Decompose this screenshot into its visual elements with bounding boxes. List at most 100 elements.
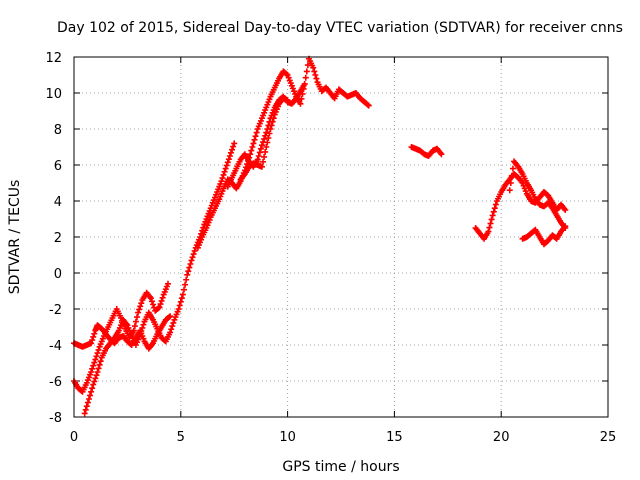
- data-point: [186, 264, 193, 271]
- data-point: [265, 135, 272, 141]
- y-tick-label: -4: [49, 339, 62, 354]
- data-point: [137, 303, 144, 310]
- data-point: [266, 130, 273, 137]
- data-point: [562, 207, 569, 213]
- data-point: [268, 122, 275, 129]
- data-point: [226, 153, 233, 159]
- data-point: [88, 388, 95, 395]
- x-tick-label: 10: [279, 430, 296, 445]
- data-point: [487, 220, 494, 227]
- y-tick-label: 6: [54, 159, 62, 174]
- data-point: [298, 95, 305, 102]
- data-point: [508, 172, 515, 179]
- data-point: [87, 392, 94, 399]
- data-point: [261, 153, 268, 160]
- chart-title: Day 102 of 2015, Sidereal Day-to-day VTE…: [57, 20, 623, 36]
- series-cnns-h: [472, 171, 569, 242]
- y-axis-label: SDTVAR / TECUs: [7, 180, 23, 295]
- data-point: [92, 356, 99, 363]
- data-point: [262, 132, 269, 139]
- data-point: [82, 406, 89, 413]
- data-point: [269, 118, 276, 125]
- y-tick-label: 4: [54, 195, 62, 210]
- data-point: [158, 297, 165, 304]
- data-point: [251, 136, 258, 143]
- series-cnns-j: [519, 223, 569, 248]
- data-point: [168, 326, 175, 333]
- x-tick-label: 20: [493, 430, 510, 445]
- y-tick-label: -6: [49, 375, 62, 390]
- data-point: [257, 145, 264, 152]
- data-point: [225, 156, 232, 163]
- series-cnns-c: [81, 140, 238, 417]
- data-point: [488, 216, 495, 223]
- data-point: [562, 223, 569, 230]
- data-point: [167, 329, 174, 336]
- data-point: [88, 340, 95, 347]
- data-point: [283, 71, 290, 78]
- data-point: [184, 271, 191, 278]
- data-point: [89, 385, 96, 392]
- data-point: [150, 301, 157, 308]
- data-point: [252, 133, 259, 140]
- data-point: [94, 350, 101, 357]
- y-tick-label: 0: [54, 267, 62, 282]
- data-point: [166, 314, 173, 321]
- data-point: [138, 328, 145, 335]
- y-tick-label: 8: [54, 123, 62, 138]
- data-point: [90, 362, 97, 369]
- data-point: [492, 201, 499, 208]
- data-point: [249, 144, 256, 150]
- data-point: [179, 291, 186, 298]
- data-point: [218, 178, 225, 185]
- data-point: [156, 304, 163, 311]
- plot-frame: [73, 56, 609, 418]
- data-point: [486, 224, 493, 231]
- data-point: [136, 306, 143, 313]
- y-tick-label: 10: [45, 87, 62, 102]
- data-point: [190, 251, 197, 258]
- data-point: [84, 399, 91, 406]
- data-point: [175, 306, 182, 312]
- data-point: [227, 149, 234, 156]
- data-point: [91, 359, 98, 366]
- data-points: [71, 55, 569, 417]
- data-point: [93, 372, 100, 379]
- data-point: [254, 156, 261, 163]
- data-point: [303, 68, 310, 75]
- data-point: [97, 358, 104, 365]
- data-point: [132, 318, 139, 325]
- data-point: [263, 129, 270, 136]
- data-point: [270, 115, 277, 122]
- data-point: [263, 144, 270, 150]
- data-point: [302, 74, 309, 81]
- data-point: [264, 139, 271, 146]
- data-point: [364, 101, 371, 108]
- data-point: [313, 75, 320, 82]
- data-point: [181, 286, 188, 293]
- data-point: [191, 247, 198, 254]
- data-point: [91, 378, 98, 385]
- data-point: [89, 337, 96, 344]
- data-point: [185, 268, 192, 275]
- data-point: [157, 301, 164, 308]
- series-cnns-g: [408, 144, 445, 159]
- series-cnns-i: [506, 158, 569, 231]
- tick-labels: 0 5 10 15 20 25 -8 -6 -4 -2 0 2 4 6 8 10 12: [45, 51, 616, 445]
- data-point: [223, 162, 230, 169]
- data-point: [224, 159, 231, 166]
- data-point: [506, 187, 513, 194]
- data-point: [230, 143, 237, 150]
- data-point: [231, 140, 238, 147]
- y-tick-label: 12: [45, 51, 62, 66]
- data-point: [137, 331, 144, 338]
- data-point: [262, 148, 269, 155]
- x-axis-label: GPS time / hours: [282, 459, 399, 475]
- data-point: [258, 142, 265, 149]
- x-tick-label: 25: [600, 430, 617, 445]
- data-point: [167, 313, 174, 320]
- data-point: [90, 333, 97, 340]
- data-point: [509, 165, 516, 172]
- data-point: [94, 369, 101, 375]
